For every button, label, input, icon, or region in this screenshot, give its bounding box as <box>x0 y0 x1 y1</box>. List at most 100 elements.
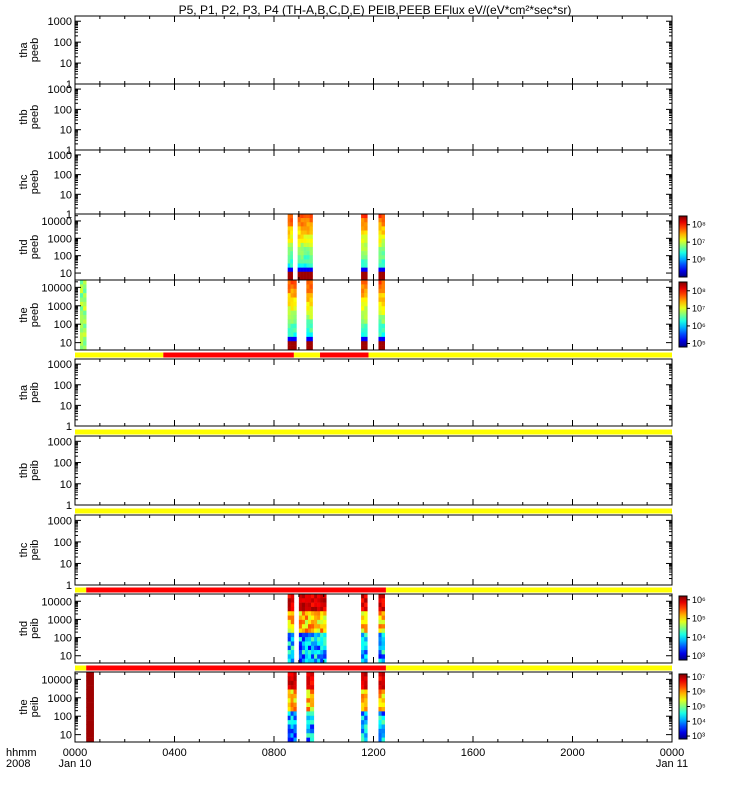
panel-ylabel: thdpeib <box>18 618 41 639</box>
y-tick-label: 1000 <box>48 301 72 313</box>
colorbar-label: 10⁵ <box>692 614 706 624</box>
x-corner-label-1: hhmm <box>6 747 37 759</box>
panel-the_peib: 10000 1000 100 10 thepeib 10⁷ 10⁶ 10⁵ 10⁴ 10³ <box>18 671 706 743</box>
x-tick-label: 1600 <box>461 747 485 759</box>
colorbar <box>678 595 688 661</box>
panel-ylabel: thcpeib <box>18 540 41 561</box>
y-tick-label: 1 <box>66 500 72 512</box>
mode-bar-segment <box>75 587 87 593</box>
y-tick-label: 1 <box>66 580 72 592</box>
colorbar-label: 10⁵ <box>692 338 706 348</box>
colorbar-label: 10⁴ <box>692 716 706 726</box>
colorbar-label: 10³ <box>692 651 705 661</box>
panel-ylabel: thbpeib <box>18 460 41 481</box>
y-tick-label: 1 <box>66 79 72 91</box>
y-tick-label: 10 <box>60 651 72 663</box>
panel-ylabel: thcpeeb <box>18 170 41 194</box>
y-tick-label: 100 <box>54 458 72 470</box>
y-tick-label: 10000 <box>41 596 72 608</box>
y-tick-label: 1000 <box>48 436 72 448</box>
spectrogram-interval <box>298 594 327 664</box>
mode-bar-segment <box>75 429 672 435</box>
spectrogram-interval <box>361 280 368 351</box>
colorbar-label: 10⁶ <box>692 687 706 697</box>
x-tick-label: 0000 <box>63 747 87 759</box>
spectrogram-interval <box>378 594 385 664</box>
y-tick-label: 1000 <box>48 693 72 705</box>
panel-tha_peeb: 1000 100 10 1 thapeeb <box>18 15 673 91</box>
spectrogram-interval <box>361 672 368 743</box>
panel-the_peeb: 10000 1000 100 10 thepeeb 10⁸ 10⁷ 10⁶ 10⁵ <box>18 279 706 358</box>
y-tick-label: 1000 <box>48 614 72 626</box>
panel-thc_peib: 1000 100 10 1 thcpeib <box>18 514 673 593</box>
y-tick-label: 100 <box>54 537 72 549</box>
y-tick-label: 10000 <box>41 282 72 294</box>
x-date-label: Jan 11 <box>656 758 688 770</box>
panel-frame <box>74 358 673 427</box>
y-tick-label: 100 <box>54 380 72 392</box>
panel-ylabel: thbpeeb <box>18 105 41 129</box>
spectrogram-interval <box>361 214 368 281</box>
panel-thd_peeb: 10000 1000 100 10 thdpeeb 10⁸ 10⁷ 10⁶ <box>18 213 706 281</box>
spectrogram-interval <box>361 594 368 664</box>
mode-bar-segment <box>86 665 386 671</box>
spectrogram-interval <box>287 594 295 664</box>
mode-bar-segment <box>86 587 386 593</box>
panel-ylabel: thepeeb <box>18 303 41 327</box>
spectrogram-interval <box>378 214 385 281</box>
panel-thb_peib: 1000 100 10 1 thbpeib <box>18 435 673 514</box>
mode-bar-segment <box>75 352 164 358</box>
colorbar-label: 10³ <box>692 731 705 741</box>
colorbar <box>678 281 688 348</box>
colorbar <box>678 673 688 740</box>
colorbar-label: 10⁵ <box>692 702 706 712</box>
panel-frame <box>74 15 673 85</box>
spectrogram-interval <box>79 280 87 351</box>
spectrogram-interval <box>287 672 297 743</box>
panel-tha_peib: 1000 100 10 1 thapeib <box>18 358 673 435</box>
x-tick-label: 0000 <box>660 747 684 759</box>
spectrogram-interval <box>306 672 315 743</box>
y-tick-label: 10 <box>60 400 72 412</box>
panel-thd_peib: 10000 1000 100 10 thdpeib 10⁶ 10⁵ 10⁴ 10³ <box>18 593 706 671</box>
x-corner-label-2: 2008 <box>6 758 30 770</box>
y-tick-label: 1 <box>66 145 72 157</box>
y-tick-label: 100 <box>54 37 72 49</box>
panel-frame <box>74 149 673 215</box>
spectrogram-interval <box>287 214 293 281</box>
panel-frame <box>74 83 673 151</box>
y-tick-label: 10 <box>60 189 72 201</box>
y-tick-label: 1000 <box>48 84 72 96</box>
panel-frame <box>74 671 673 743</box>
mode-bar-segment <box>320 352 369 358</box>
colorbar <box>678 215 688 278</box>
y-tick-label: 1000 <box>48 233 72 245</box>
mode-bar-segment <box>368 352 672 358</box>
y-tick-label: 1000 <box>48 16 72 28</box>
panel-ylabel: thdpeeb <box>18 235 41 259</box>
y-tick-label: 1000 <box>48 150 72 162</box>
x-tick-label: 1200 <box>361 747 385 759</box>
y-tick-label: 10 <box>60 125 72 137</box>
colorbar-label: 10⁸ <box>692 286 706 296</box>
spectrogram-interval <box>297 214 313 281</box>
y-tick-label: 10 <box>60 558 72 570</box>
panel-thb_peeb: 1000 100 10 1 thbpeeb <box>18 83 673 157</box>
y-tick-label: 100 <box>54 104 72 116</box>
x-tick-label: 0800 <box>262 747 286 759</box>
panel-ylabel: thapeib <box>18 382 41 403</box>
colorbar-label: 10⁴ <box>692 632 706 642</box>
panel-ylabel: thapeeb <box>18 38 41 62</box>
mode-bar-segment <box>385 665 672 671</box>
panel-frame <box>74 435 673 506</box>
y-tick-label: 10 <box>60 58 72 70</box>
colorbar-label: 10⁶ <box>692 255 706 265</box>
y-tick-label: 10000 <box>41 216 72 228</box>
y-tick-label: 100 <box>54 711 72 723</box>
panel-thc_peeb: 1000 100 10 1 thcpeeb <box>18 149 673 221</box>
x-axis: hhmm 2008 0000 0400 0800 1200 1600 2000 0000Ja… <box>6 747 688 770</box>
y-tick-label: 1000 <box>48 359 72 371</box>
x-tick-label: 2000 <box>560 747 584 759</box>
y-tick-label: 100 <box>54 319 72 331</box>
